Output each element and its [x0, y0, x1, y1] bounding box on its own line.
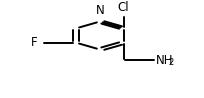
Text: F: F: [31, 36, 38, 49]
Text: N: N: [95, 4, 104, 17]
Text: NH: NH: [156, 54, 173, 67]
Text: Cl: Cl: [118, 1, 129, 14]
Text: 2: 2: [169, 58, 174, 67]
